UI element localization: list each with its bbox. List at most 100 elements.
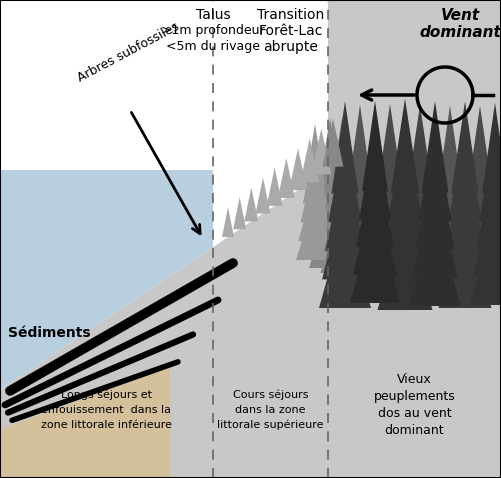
Polygon shape [303,142,327,204]
Polygon shape [482,103,501,193]
Text: Vent: Vent [440,8,479,23]
Polygon shape [338,206,382,288]
Polygon shape [438,216,491,308]
Polygon shape [438,106,462,188]
Polygon shape [346,130,374,212]
Polygon shape [448,130,482,222]
Polygon shape [396,209,444,293]
Polygon shape [298,180,332,241]
Bar [328,0,501,478]
Text: Longs séjours et: Longs séjours et [61,390,152,401]
Polygon shape [415,158,455,250]
Polygon shape [343,155,377,237]
Polygon shape [399,183,441,267]
Polygon shape [409,215,461,306]
Text: dans la zone: dans la zone [235,405,306,415]
Polygon shape [314,159,346,227]
Polygon shape [328,140,356,209]
Polygon shape [456,209,501,292]
Polygon shape [465,131,495,215]
Polygon shape [350,213,400,303]
Text: littorale supérieure: littorale supérieure [217,420,324,431]
Text: peuplements: peuplements [374,390,455,403]
Text: dos au vent: dos au vent [378,407,451,420]
Polygon shape [317,139,344,206]
Polygon shape [323,119,344,167]
Polygon shape [300,138,319,182]
Polygon shape [405,131,435,215]
Polygon shape [326,161,358,230]
Polygon shape [0,170,213,390]
Text: Vieux: Vieux [397,373,432,386]
Polygon shape [381,186,429,281]
Polygon shape [289,148,307,190]
Polygon shape [402,157,438,241]
Text: Cours séjours: Cours séjours [233,390,308,401]
Polygon shape [442,187,488,280]
Text: abrupte: abrupte [263,40,318,54]
Text: <5m du rivage: <5m du rivage [166,40,260,53]
Polygon shape [0,367,170,478]
Polygon shape [377,216,432,310]
Polygon shape [321,204,364,273]
Polygon shape [340,181,380,262]
Polygon shape [470,215,501,305]
Polygon shape [309,201,351,268]
Text: zone littorale inférieure: zone littorale inférieure [41,420,172,430]
Polygon shape [432,157,467,239]
Polygon shape [391,98,419,193]
Polygon shape [473,187,501,277]
Polygon shape [296,199,334,260]
Polygon shape [378,104,402,187]
Polygon shape [445,158,485,251]
Polygon shape [427,207,473,290]
Polygon shape [356,157,394,247]
Polygon shape [387,128,423,222]
Polygon shape [244,187,259,221]
Polygon shape [451,101,479,194]
Polygon shape [359,129,391,219]
Polygon shape [372,155,408,239]
Polygon shape [325,158,365,251]
Polygon shape [323,182,361,251]
Polygon shape [319,216,371,308]
Polygon shape [256,178,271,214]
Polygon shape [301,162,330,222]
Polygon shape [311,129,331,174]
Polygon shape [278,158,295,198]
Polygon shape [367,207,413,290]
Polygon shape [312,180,349,247]
Polygon shape [353,185,397,275]
Polygon shape [305,124,325,185]
Polygon shape [479,131,501,221]
Polygon shape [421,101,448,193]
Polygon shape [322,187,368,280]
Polygon shape [331,118,353,187]
Polygon shape [332,101,359,194]
Polygon shape [233,197,246,229]
Polygon shape [369,181,411,264]
Polygon shape [412,186,458,278]
Polygon shape [384,157,426,251]
Text: dominant: dominant [385,424,444,437]
Polygon shape [462,157,498,240]
Polygon shape [407,105,432,189]
Text: >1m profondeur: >1m profondeur [161,24,265,37]
Polygon shape [362,101,388,191]
Polygon shape [476,159,501,249]
Polygon shape [328,130,362,222]
Text: Transition: Transition [257,8,324,22]
Polygon shape [319,118,341,185]
Text: enfouissement  dans la: enfouissement dans la [42,405,171,415]
Text: Arbres subfossiles: Arbres subfossiles [75,21,181,85]
Polygon shape [375,130,405,213]
Bar [0,0,501,170]
Text: Talus: Talus [196,8,230,22]
Text: Forêt-Lac: Forêt-Lac [259,24,323,38]
Polygon shape [468,106,492,189]
Polygon shape [0,170,501,478]
Polygon shape [435,131,465,214]
Polygon shape [267,168,283,206]
Polygon shape [418,130,451,221]
Polygon shape [430,182,470,264]
